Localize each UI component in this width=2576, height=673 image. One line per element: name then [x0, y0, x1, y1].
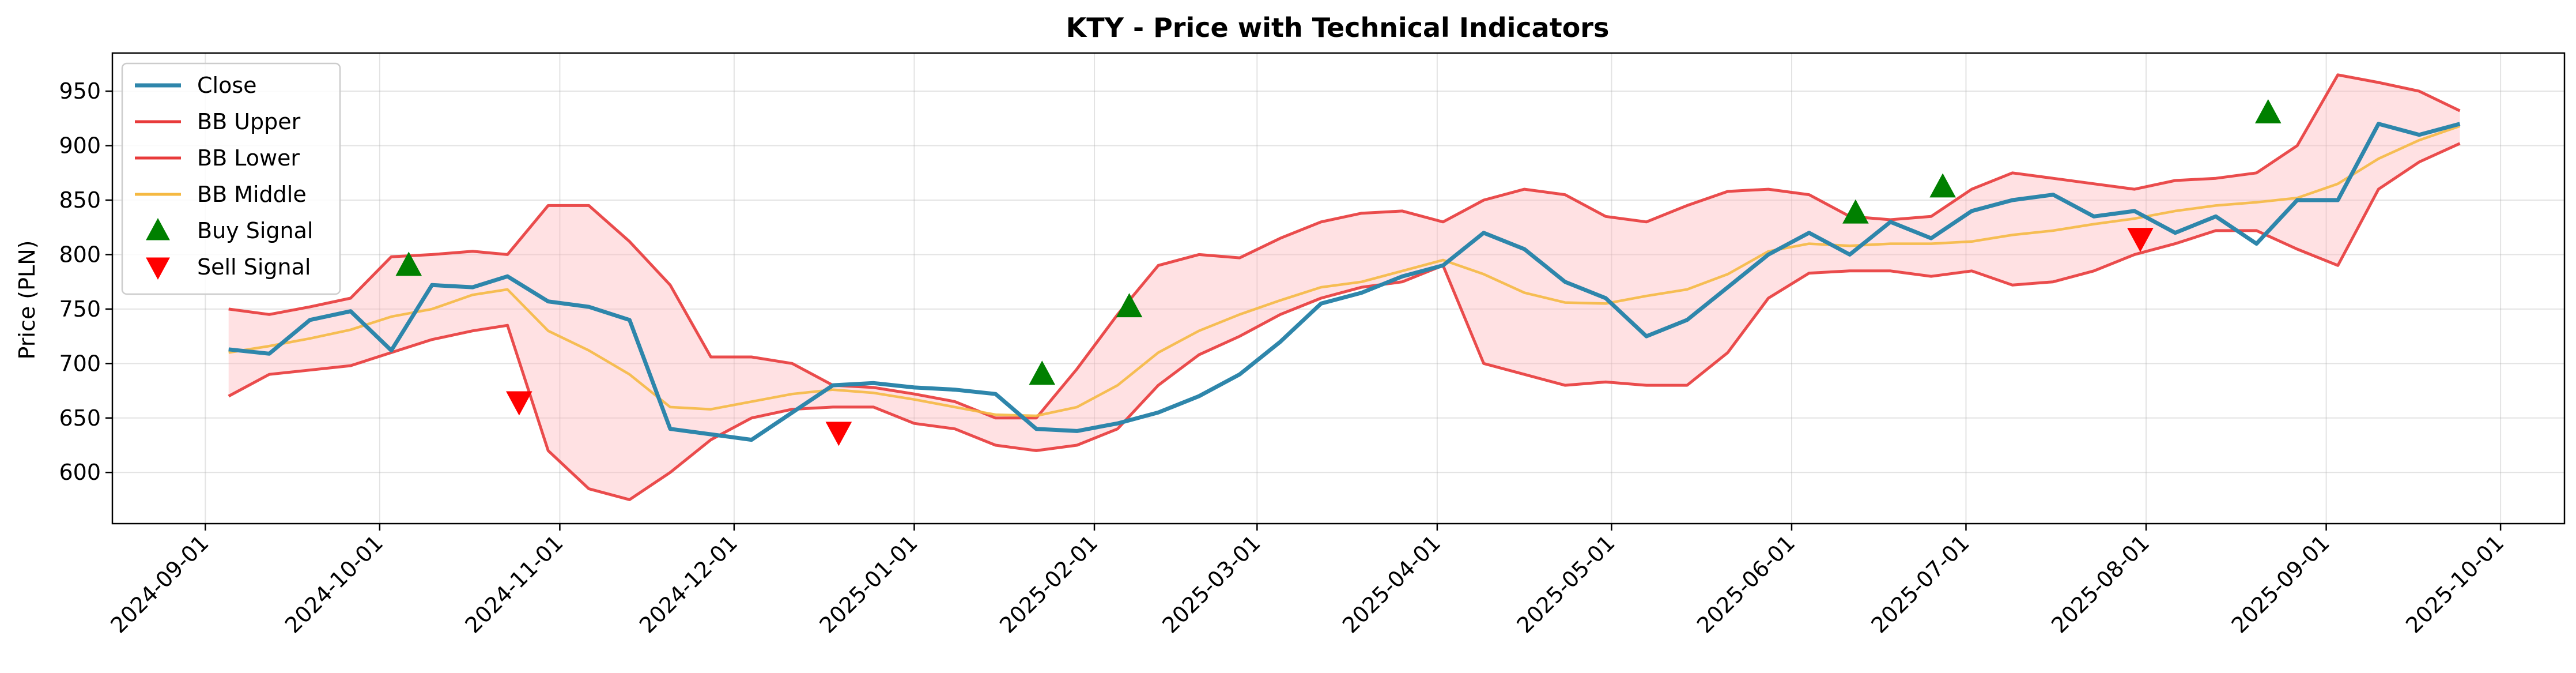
- legend-label: Sell Signal: [197, 254, 311, 280]
- y-tick-label: 750: [59, 296, 101, 322]
- sell-signal-marker: [2127, 228, 2154, 253]
- series-lines: [228, 73, 2461, 501]
- legend-buy-swatch: [146, 218, 170, 240]
- buy-signal-marker: [1029, 360, 1056, 385]
- legend-label: BB Upper: [197, 109, 301, 134]
- grid-lines: [112, 53, 2564, 524]
- bb-middle-line: [228, 125, 2461, 418]
- y-tick-label: 650: [59, 405, 101, 431]
- y-tick-label: 900: [59, 133, 101, 159]
- bb-lower-line: [228, 142, 2461, 501]
- bollinger-band-area: [228, 74, 2460, 500]
- buy-signal-marker: [1116, 293, 1143, 318]
- legend-label: Close: [197, 73, 257, 98]
- legend: Close BB Upper BB Lower BB Middle Buy Signal…: [121, 62, 341, 295]
- chart-title: KTY - Price with Technical Indicators: [1066, 12, 1610, 43]
- y-tick-label: 950: [59, 78, 101, 104]
- legend-label: BB Lower: [197, 145, 300, 171]
- close-line: [228, 122, 2461, 442]
- y-axis-label: Price (PLN): [14, 240, 40, 360]
- plot-frame: [111, 52, 2566, 525]
- y-tick-label: 850: [59, 187, 101, 213]
- y-tick-label: 600: [59, 460, 101, 485]
- bollinger-band-fill: [228, 74, 2460, 500]
- buy-signal-marker: [1842, 199, 1869, 224]
- y-tick-label: 700: [59, 351, 101, 376]
- legend-label: BB Middle: [197, 182, 307, 207]
- buy-signal-marker: [1929, 173, 1956, 198]
- legend-label: Buy Signal: [197, 218, 313, 243]
- buy-signal-marker: [395, 251, 422, 276]
- sell-signal-marker: [825, 422, 852, 446]
- buy-signal-marker: [2254, 99, 2282, 123]
- bb-upper-line: [228, 73, 2461, 420]
- signal-markers: [395, 99, 2282, 446]
- legend-sell-swatch: [146, 257, 170, 280]
- y-tick-label: 800: [59, 242, 101, 267]
- sell-signal-marker: [506, 391, 532, 416]
